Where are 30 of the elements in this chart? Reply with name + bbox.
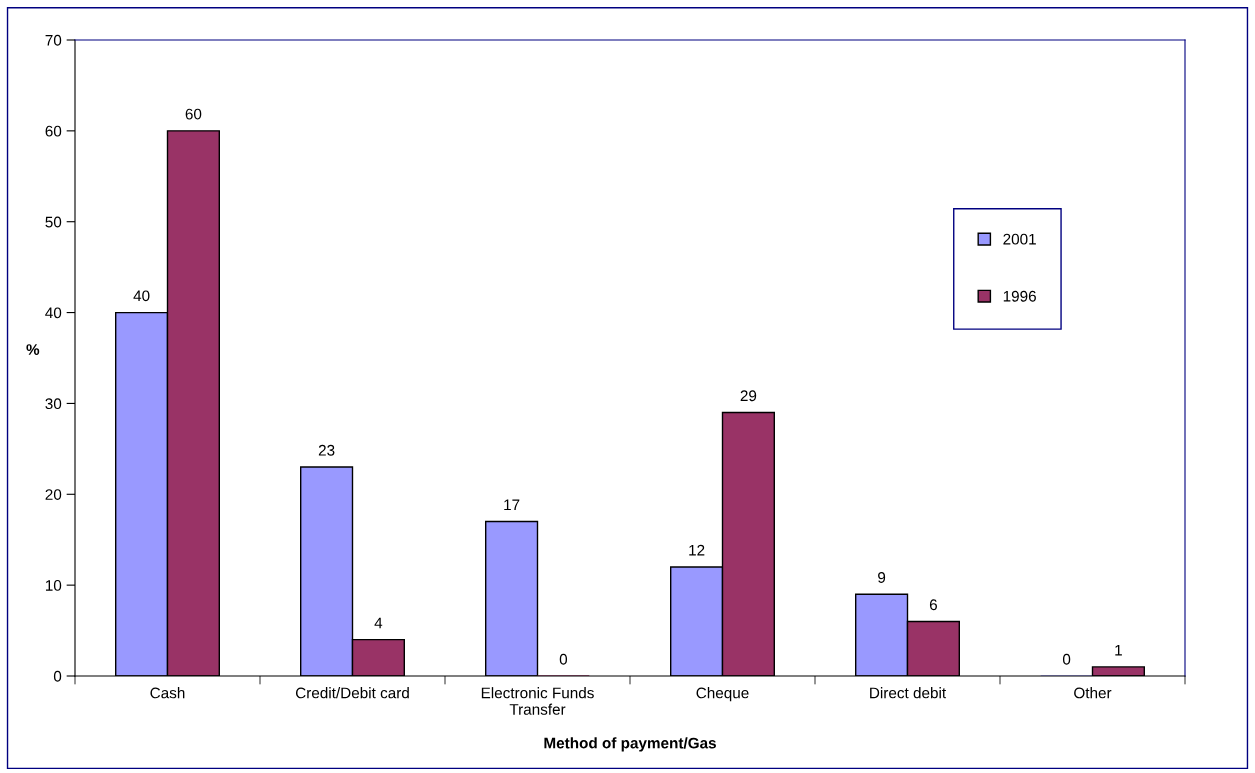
data-label: 6	[929, 599, 937, 611]
y-tick-label: 40	[45, 307, 62, 319]
y-axis-title: %	[26, 344, 40, 355]
y-tick-label: 0	[53, 670, 62, 682]
y-tick-label: 30	[45, 398, 62, 410]
data-label: 60	[185, 108, 202, 120]
x-tick-label: Electronic Funds Transfer	[481, 687, 594, 715]
y-tick-label: 70	[45, 34, 62, 46]
x-tick-label: Other	[1074, 687, 1112, 699]
y-tick-label: 60	[45, 125, 62, 137]
legend-label: 2001	[1003, 233, 1036, 245]
y-tick-label: 50	[45, 216, 62, 228]
data-label: 0	[559, 653, 568, 665]
data-label: 40	[133, 290, 150, 302]
data-label: 29	[740, 390, 757, 402]
y-tick-label: 20	[45, 489, 62, 500]
legend-label: 1996	[1003, 290, 1036, 302]
x-tick-label: Cheque	[696, 687, 749, 702]
data-label: 9	[878, 572, 886, 583]
data-label: 0	[1062, 653, 1071, 665]
y-tick-label: 10	[45, 580, 62, 591]
x-tick-label: Cash	[150, 687, 185, 699]
x-tick-label: Direct debit	[870, 687, 947, 699]
data-label: 23	[318, 444, 335, 456]
x-axis-title: Method of payment/Gas	[544, 737, 716, 752]
data-label: 17	[504, 499, 520, 511]
x-tick-label: Credit/Debit card	[295, 687, 409, 699]
data-label: 4	[374, 617, 383, 629]
data-label: 12	[689, 544, 705, 556]
data-label: 1	[1115, 644, 1122, 656]
